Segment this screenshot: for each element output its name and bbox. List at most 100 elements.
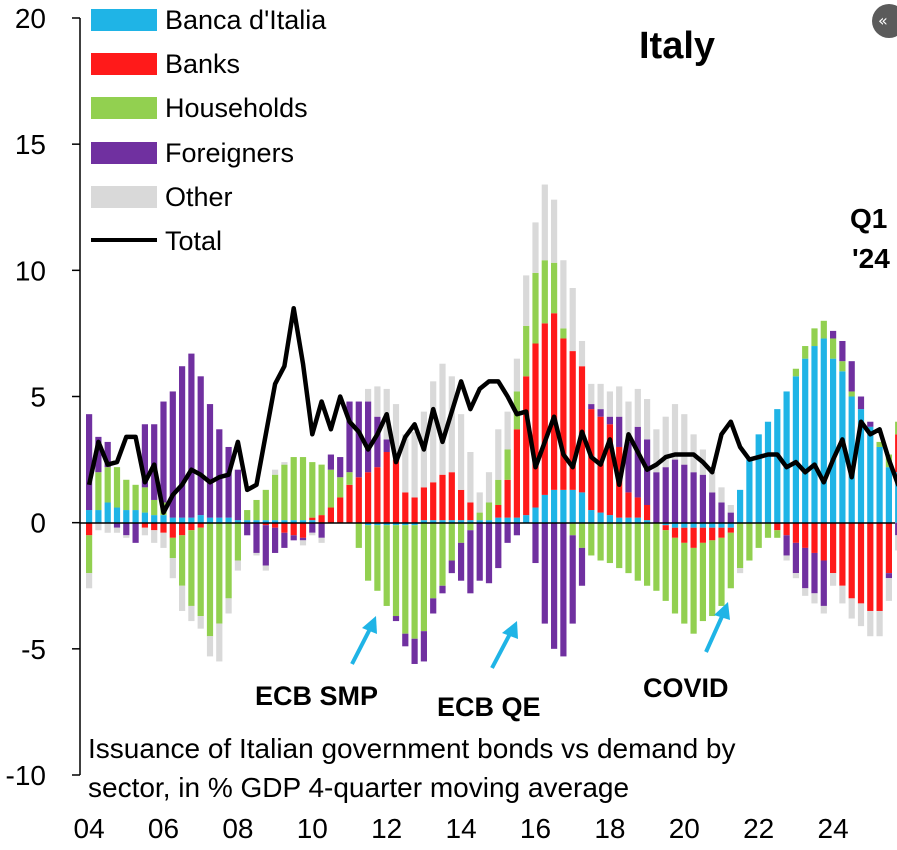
- bar-foreigners: [895, 522, 897, 536]
- bar-banks: [774, 522, 781, 531]
- bar-banks: [606, 424, 613, 516]
- y-axis: -10 -5 0 5 10 15 20: [6, 3, 80, 791]
- x-axis: 04 06 08 10 12 14 16 18 20 22 24: [74, 813, 849, 844]
- bar-other: [625, 401, 632, 442]
- bar-banks: [625, 492, 632, 518]
- bar-banca-d-italia: [616, 517, 623, 523]
- bar-other: [523, 275, 530, 326]
- bar-other: [281, 462, 288, 465]
- bar-other: [476, 492, 483, 513]
- bar-foreigners: [848, 361, 855, 392]
- x-tick-label: 22: [743, 813, 774, 844]
- latest-label-year: '24: [852, 243, 890, 274]
- bar-banks: [327, 507, 334, 523]
- bar-foreigners: [420, 631, 427, 662]
- bar-other: [616, 386, 623, 417]
- y-tick-label: -10: [6, 760, 46, 791]
- bar-banks: [309, 517, 316, 521]
- x-tick-label: 24: [818, 813, 849, 844]
- bar-banks: [895, 434, 897, 473]
- bar-banca-d-italia: [439, 520, 446, 523]
- bar-households: [653, 522, 660, 591]
- bar-banca-d-italia: [764, 421, 772, 523]
- collapse-chevrons-icon[interactable]: «: [872, 4, 897, 38]
- bar-banks: [560, 338, 567, 490]
- bar-households: [606, 522, 613, 564]
- legend-swatch-foreigners: [91, 142, 157, 164]
- bar-banks: [820, 522, 827, 561]
- bar-other: [541, 184, 548, 261]
- bar-other: [495, 429, 502, 480]
- bar-other: [169, 557, 176, 579]
- bar-foreigners: [541, 522, 548, 624]
- bar-households: [764, 522, 772, 538]
- bar-banks: [420, 487, 427, 521]
- bar-foreigners: [495, 522, 502, 569]
- bar-banca-d-italia: [197, 515, 204, 523]
- bar-other: [272, 469, 279, 475]
- bar-foreigners: [597, 409, 604, 417]
- bar-banks: [699, 527, 706, 543]
- bar-other: [653, 429, 660, 473]
- bar-households: [95, 472, 102, 511]
- bar-other: [197, 616, 204, 629]
- y-tick-label: -5: [21, 634, 46, 665]
- bar-foreigners: [839, 340, 846, 362]
- bar-other: [513, 358, 520, 392]
- bar-other: [588, 383, 595, 405]
- bar-banca-d-italia: [309, 520, 316, 523]
- bar-foreigners: [606, 416, 613, 425]
- bar-banks: [644, 505, 651, 521]
- legend-label-banca-italia: Banca d'Italia: [165, 5, 327, 35]
- bar-banks: [876, 522, 883, 611]
- bar-foreigners: [281, 532, 288, 548]
- bar-other: [309, 532, 316, 536]
- bar-foreigners: [411, 638, 418, 664]
- arrow-qe-head: [502, 621, 518, 639]
- bar-foreigners: [504, 522, 511, 543]
- bar-households: [588, 522, 595, 556]
- bar-foreigners: [113, 522, 121, 528]
- bar-households: [551, 262, 558, 314]
- bar-foreigners: [458, 542, 465, 581]
- bar-banca-d-italia: [588, 510, 595, 523]
- bar-households: [671, 537, 679, 614]
- bar-foreigners: [709, 492, 716, 523]
- bar-households: [234, 522, 241, 561]
- bar-banca-d-italia: [86, 510, 93, 523]
- x-tick-label: 08: [222, 813, 253, 844]
- bar-other: [151, 530, 158, 543]
- bar-banca-d-italia: [811, 346, 818, 523]
- bar-foreigners: [383, 439, 390, 453]
- bar-banks: [569, 351, 576, 490]
- x-tick-label: 20: [669, 813, 700, 844]
- bar-banks: [337, 497, 344, 523]
- legend-swatch-other: [91, 186, 157, 208]
- bar-banks: [179, 522, 186, 536]
- bar-foreigners: [867, 421, 874, 427]
- bar-households: [569, 522, 576, 536]
- annotation-ecb-smp: ECB SMP: [255, 681, 378, 711]
- bar-foreigners: [681, 464, 688, 523]
- bar-foreigners: [820, 560, 827, 606]
- x-tick-label: 06: [148, 813, 179, 844]
- bar-other: [430, 381, 437, 483]
- bar-banks: [792, 522, 799, 543]
- bar-other: [857, 603, 865, 627]
- bar-households: [755, 522, 762, 548]
- total-line: [86, 305, 897, 515]
- bar-households: [485, 502, 493, 521]
- bar-foreigners: [513, 522, 520, 536]
- bar-households: [458, 522, 465, 543]
- bar-foreigners: [309, 522, 316, 533]
- bar-banks: [811, 522, 818, 553]
- bar-other: [839, 585, 846, 604]
- bar-other: [792, 573, 799, 579]
- bar-foreigners: [188, 353, 195, 518]
- bar-foreigners: [485, 522, 493, 584]
- subtitle-line-1: Issuance of Italian government bonds vs …: [88, 733, 736, 764]
- x-tick-label: 14: [446, 813, 477, 844]
- bar-other: [141, 527, 148, 536]
- bar-households: [625, 522, 632, 574]
- legend-label-banks: Banks: [165, 49, 240, 79]
